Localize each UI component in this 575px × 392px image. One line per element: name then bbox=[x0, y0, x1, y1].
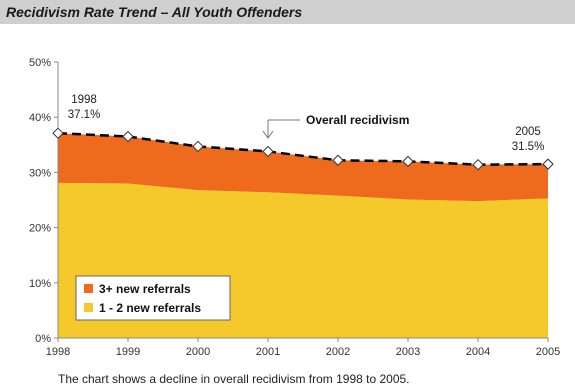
x-tick-label: 2003 bbox=[396, 346, 420, 358]
overall-point bbox=[262, 145, 274, 158]
overall-point bbox=[332, 154, 344, 166]
x-tick-label: 2002 bbox=[326, 346, 350, 358]
area-series-1 bbox=[58, 133, 548, 202]
x-tick-label: 2005 bbox=[536, 346, 560, 358]
y-tick-label: 0% bbox=[35, 333, 51, 345]
end-value-label: 31.5% bbox=[512, 141, 545, 153]
x-tick-label: 2001 bbox=[256, 346, 280, 358]
axes: 0% 10% 20% 30% 40% 50% 1998 1999 2000 2001 2002 200… bbox=[29, 57, 560, 358]
start-value-label: 37.1% bbox=[68, 109, 101, 121]
x-tick-label: 2000 bbox=[186, 346, 210, 358]
overall-recidivism-line bbox=[57, 131, 549, 166]
overall-point bbox=[192, 140, 204, 153]
overall-point bbox=[122, 130, 134, 143]
overall-point bbox=[402, 155, 414, 168]
legend-swatch-3plus bbox=[84, 284, 93, 293]
legend: 3+ new referrals 1 - 2 new referrals bbox=[75, 275, 231, 321]
legend-label-3plus: 3+ new referrals bbox=[99, 282, 191, 296]
overall-point bbox=[542, 158, 554, 170]
y-tick-label: 50% bbox=[29, 57, 51, 69]
x-tick-label: 1999 bbox=[116, 346, 140, 358]
legend-swatch-1-2 bbox=[84, 303, 93, 312]
chart-title: Recidivism Rate Trend – All Youth Offend… bbox=[6, 4, 303, 20]
annotations: 1998 37.1% 2005 31.5% Overall recidivism bbox=[68, 94, 545, 153]
x-tick-label: 1998 bbox=[46, 346, 70, 358]
chart-caption: The chart shows a decline in overall rec… bbox=[58, 372, 410, 386]
y-tick-label: 40% bbox=[29, 112, 51, 124]
overall-callout-arrowhead bbox=[262, 130, 274, 139]
title-bar: Recidivism Rate Trend – All Youth Offend… bbox=[0, 0, 575, 24]
overall-point bbox=[52, 127, 64, 139]
legend-box bbox=[75, 275, 231, 321]
start-year-label: 1998 bbox=[71, 94, 97, 106]
overall-point bbox=[472, 158, 484, 171]
y-tick-label: 20% bbox=[29, 223, 51, 235]
overall-callout-label: Overall recidivism bbox=[306, 113, 409, 127]
end-year-label: 2005 bbox=[515, 126, 541, 138]
y-tick-label: 10% bbox=[29, 278, 51, 290]
x-tick-label: 2004 bbox=[466, 346, 490, 358]
overall-line-group bbox=[52, 127, 554, 171]
y-tick-label: 30% bbox=[29, 167, 51, 179]
legend-label-1-2: 1 - 2 new referrals bbox=[99, 301, 201, 315]
